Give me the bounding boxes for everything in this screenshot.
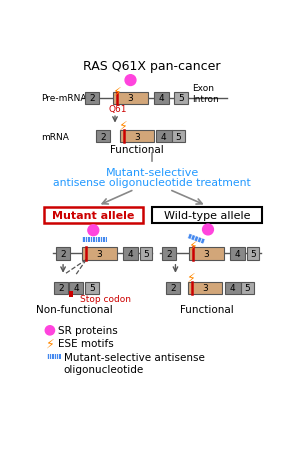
Bar — [156, 131, 172, 143]
Text: Pre-mRNA: Pre-mRNA — [41, 94, 87, 103]
Circle shape — [125, 75, 136, 86]
Text: Functional: Functional — [110, 144, 164, 154]
Text: 5: 5 — [176, 132, 182, 142]
Bar — [174, 93, 188, 105]
Text: 5: 5 — [178, 94, 184, 103]
Bar — [162, 248, 176, 260]
Text: Exon: Exon — [193, 83, 214, 92]
Text: ⚡: ⚡ — [46, 337, 54, 350]
Bar — [85, 93, 99, 105]
Bar — [140, 248, 152, 260]
Text: Mutant allele: Mutant allele — [52, 210, 134, 220]
Bar — [54, 282, 68, 294]
Text: 2: 2 — [167, 249, 172, 258]
Text: 4: 4 — [230, 284, 236, 293]
Bar — [241, 282, 254, 294]
Bar — [189, 248, 224, 260]
Bar — [247, 248, 259, 260]
Bar — [225, 282, 241, 294]
Bar — [68, 291, 73, 298]
Bar — [120, 131, 154, 143]
Bar — [82, 248, 117, 260]
Text: oligonucleotide: oligonucleotide — [64, 364, 144, 374]
Bar — [113, 93, 148, 105]
Text: Mutant-selective antisense: Mutant-selective antisense — [64, 352, 205, 362]
Text: 3: 3 — [204, 249, 209, 258]
Circle shape — [45, 326, 55, 335]
Text: mRNA: mRNA — [41, 132, 69, 142]
Text: 3: 3 — [134, 132, 140, 142]
Bar — [154, 93, 169, 105]
Text: Functional: Functional — [180, 304, 233, 314]
Text: 2: 2 — [89, 94, 94, 103]
Bar — [152, 208, 262, 223]
Text: 4: 4 — [128, 249, 133, 258]
Text: 3: 3 — [97, 249, 102, 258]
Bar — [69, 282, 83, 294]
Text: ESE motifs: ESE motifs — [58, 338, 113, 348]
Bar — [85, 282, 99, 294]
Bar — [44, 208, 143, 223]
Text: ⚡: ⚡ — [187, 271, 196, 284]
Text: 4: 4 — [74, 284, 79, 293]
Text: ⚡: ⚡ — [113, 85, 122, 98]
Text: Mutant-selective: Mutant-selective — [106, 167, 199, 177]
Text: 5: 5 — [89, 284, 94, 293]
Bar — [188, 234, 205, 244]
Circle shape — [202, 225, 213, 235]
Text: ⚡: ⚡ — [189, 239, 198, 252]
Text: Non-functional: Non-functional — [36, 304, 113, 314]
Text: Intron: Intron — [193, 95, 219, 104]
Bar — [123, 248, 138, 260]
Bar — [230, 248, 245, 260]
Text: antisense oligonucleotide treatment: antisense oligonucleotide treatment — [53, 177, 251, 188]
Text: 2: 2 — [170, 284, 176, 293]
Bar — [47, 355, 61, 359]
Circle shape — [88, 225, 99, 236]
Text: 2: 2 — [60, 249, 66, 258]
Text: 2: 2 — [100, 132, 106, 142]
Bar — [166, 282, 180, 294]
Text: 4: 4 — [161, 132, 167, 142]
Text: SR proteins: SR proteins — [58, 325, 117, 336]
Text: 3: 3 — [202, 284, 208, 293]
Bar — [172, 131, 185, 143]
Bar — [188, 282, 222, 294]
Text: RAS Q61X pan-cancer: RAS Q61X pan-cancer — [83, 60, 221, 73]
Text: Q61: Q61 — [108, 105, 127, 114]
Text: 4: 4 — [159, 94, 164, 103]
Text: Wild-type allele: Wild-type allele — [164, 210, 250, 220]
Text: Stop codon: Stop codon — [80, 294, 131, 304]
Text: 2: 2 — [58, 284, 64, 293]
Bar — [56, 248, 70, 260]
Text: 5: 5 — [245, 284, 250, 293]
Text: 5: 5 — [250, 249, 256, 258]
Text: ⚡: ⚡ — [119, 120, 128, 133]
Text: 5: 5 — [143, 249, 149, 258]
Bar — [82, 237, 107, 243]
Bar — [96, 131, 110, 143]
Text: 3: 3 — [128, 94, 134, 103]
Text: 4: 4 — [235, 249, 240, 258]
